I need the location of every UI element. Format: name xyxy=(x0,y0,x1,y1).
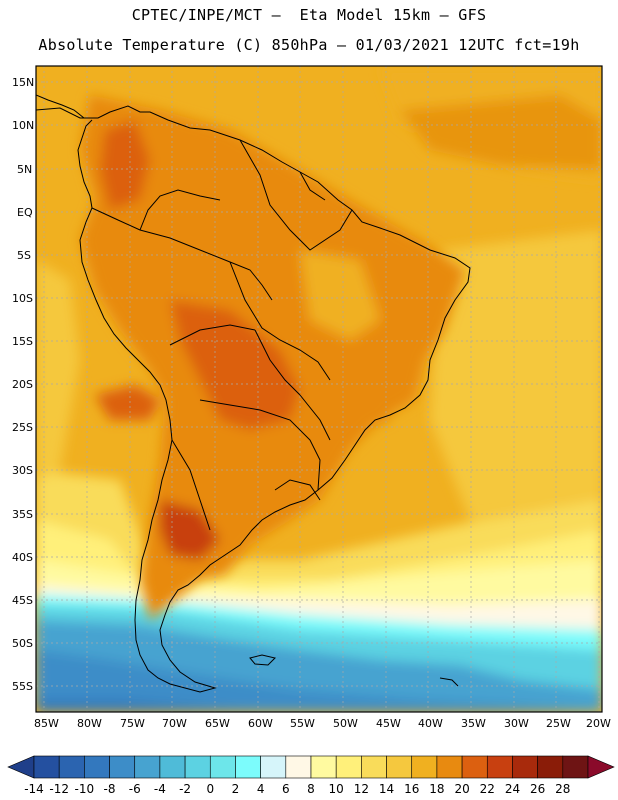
colorbar-swatch xyxy=(486,755,513,779)
lat-label: 10S xyxy=(12,292,33,305)
colorbar-swatch xyxy=(159,755,186,779)
lon-label: 55W xyxy=(290,717,315,730)
colorbar-min-arrow xyxy=(7,755,35,779)
lon-label: 85W xyxy=(34,717,59,730)
lat-label: 10N xyxy=(12,119,34,132)
colorbar-swatch xyxy=(58,755,85,779)
plot-frame xyxy=(35,65,603,713)
colorbar-swatch xyxy=(562,755,589,779)
colorbar-swatch xyxy=(109,755,136,779)
lat-label: 45S xyxy=(12,594,33,607)
colorbar-label: 0 xyxy=(206,782,214,796)
lon-label: 80W xyxy=(77,717,102,730)
colorbar: -14 -12 -10 -8 -6 -4 -2 0 2 4 6 8 10 12 14 16 18 20 22 24 26… xyxy=(7,755,615,796)
colorbar-swatch xyxy=(235,755,261,779)
lat-label: 35S xyxy=(12,508,33,521)
colorbar-label: -14 xyxy=(24,782,44,796)
colorbar-label: 8 xyxy=(307,782,315,796)
colorbar-label: 20 xyxy=(454,782,469,796)
lon-label: 60W xyxy=(248,717,273,730)
lon-label: 25W xyxy=(546,717,571,730)
lat-label: 15S xyxy=(12,335,33,348)
colorbar-label: -10 xyxy=(75,782,95,796)
lon-label: 65W xyxy=(205,717,230,730)
lon-label: 30W xyxy=(504,717,529,730)
colorbar-max-arrow xyxy=(587,755,615,779)
colorbar-swatch xyxy=(285,755,312,779)
lon-label: 40W xyxy=(418,717,443,730)
colorbar-swatch xyxy=(411,755,438,779)
colorbar-swatch xyxy=(33,755,60,779)
lat-label: 25S xyxy=(12,421,33,434)
colorbar-swatch xyxy=(310,755,337,779)
colorbar-label: 26 xyxy=(530,782,545,796)
colorbar-label: 18 xyxy=(429,782,444,796)
colorbar-swatch xyxy=(84,755,110,779)
colorbar-label: -4 xyxy=(154,782,166,796)
lon-label: 50W xyxy=(333,717,358,730)
lat-label: EQ xyxy=(17,206,33,219)
colorbar-label: -12 xyxy=(49,782,69,796)
lat-label: 5S xyxy=(17,249,31,262)
graticule xyxy=(36,66,602,712)
colorbar-label: -2 xyxy=(179,782,191,796)
colorbar-label: 6 xyxy=(282,782,290,796)
colorbar-swatch xyxy=(537,755,564,779)
colorbar-label: 12 xyxy=(354,782,369,796)
colorbar-label: -6 xyxy=(129,782,141,796)
colorbar-swatch xyxy=(461,755,488,779)
lat-label: 15N xyxy=(12,76,34,89)
colorbar-swatch xyxy=(184,755,211,779)
colorbar-swatch xyxy=(134,755,161,779)
colorbar-swatch xyxy=(361,755,387,779)
colorbar-label: 10 xyxy=(329,782,344,796)
lon-label: 35W xyxy=(461,717,486,730)
lat-label: 30S xyxy=(12,464,33,477)
colorbar-label: 16 xyxy=(404,782,419,796)
lat-label: 5N xyxy=(17,163,32,176)
colorbar-swatch xyxy=(386,755,413,779)
colorbar-label: 28 xyxy=(555,782,570,796)
coastline xyxy=(36,94,471,693)
temperature-field xyxy=(36,66,602,712)
colorbar-label: 2 xyxy=(232,782,240,796)
colorbar-label: 14 xyxy=(379,782,394,796)
lat-label: 55S xyxy=(12,680,33,693)
latitude-axis: 15N 10N 5N EQ 5S 10S 15S 20S 25S 30S 35S… xyxy=(12,76,34,693)
colorbar-label: -8 xyxy=(104,782,116,796)
colorbar-swatch xyxy=(335,755,362,779)
lat-label: 40S xyxy=(12,551,33,564)
title-line-2: Absolute Temperature (C) 850hPa – 01/03/… xyxy=(38,36,580,54)
colorbar-swatch xyxy=(436,755,463,779)
lat-label: 50S xyxy=(12,637,33,650)
lon-label: 45W xyxy=(376,717,401,730)
lon-label: 20W xyxy=(586,717,611,730)
lon-label: 70W xyxy=(162,717,187,730)
colorbar-swatch xyxy=(260,755,287,779)
title-line-1: CPTEC/INPE/MCT – Eta Model 15km – GFS xyxy=(131,6,487,24)
colorbar-swatch xyxy=(209,755,236,779)
colorbar-label: 22 xyxy=(480,782,495,796)
lon-label: 75W xyxy=(120,717,145,730)
longitude-axis: 85W 80W 75W 70W 65W 60W 55W 50W 45W 40W … xyxy=(34,717,611,730)
lat-label: 20S xyxy=(12,378,33,391)
colorbar-label: 4 xyxy=(257,782,265,796)
colorbar-label: 24 xyxy=(505,782,520,796)
colorbar-swatch xyxy=(512,755,538,779)
